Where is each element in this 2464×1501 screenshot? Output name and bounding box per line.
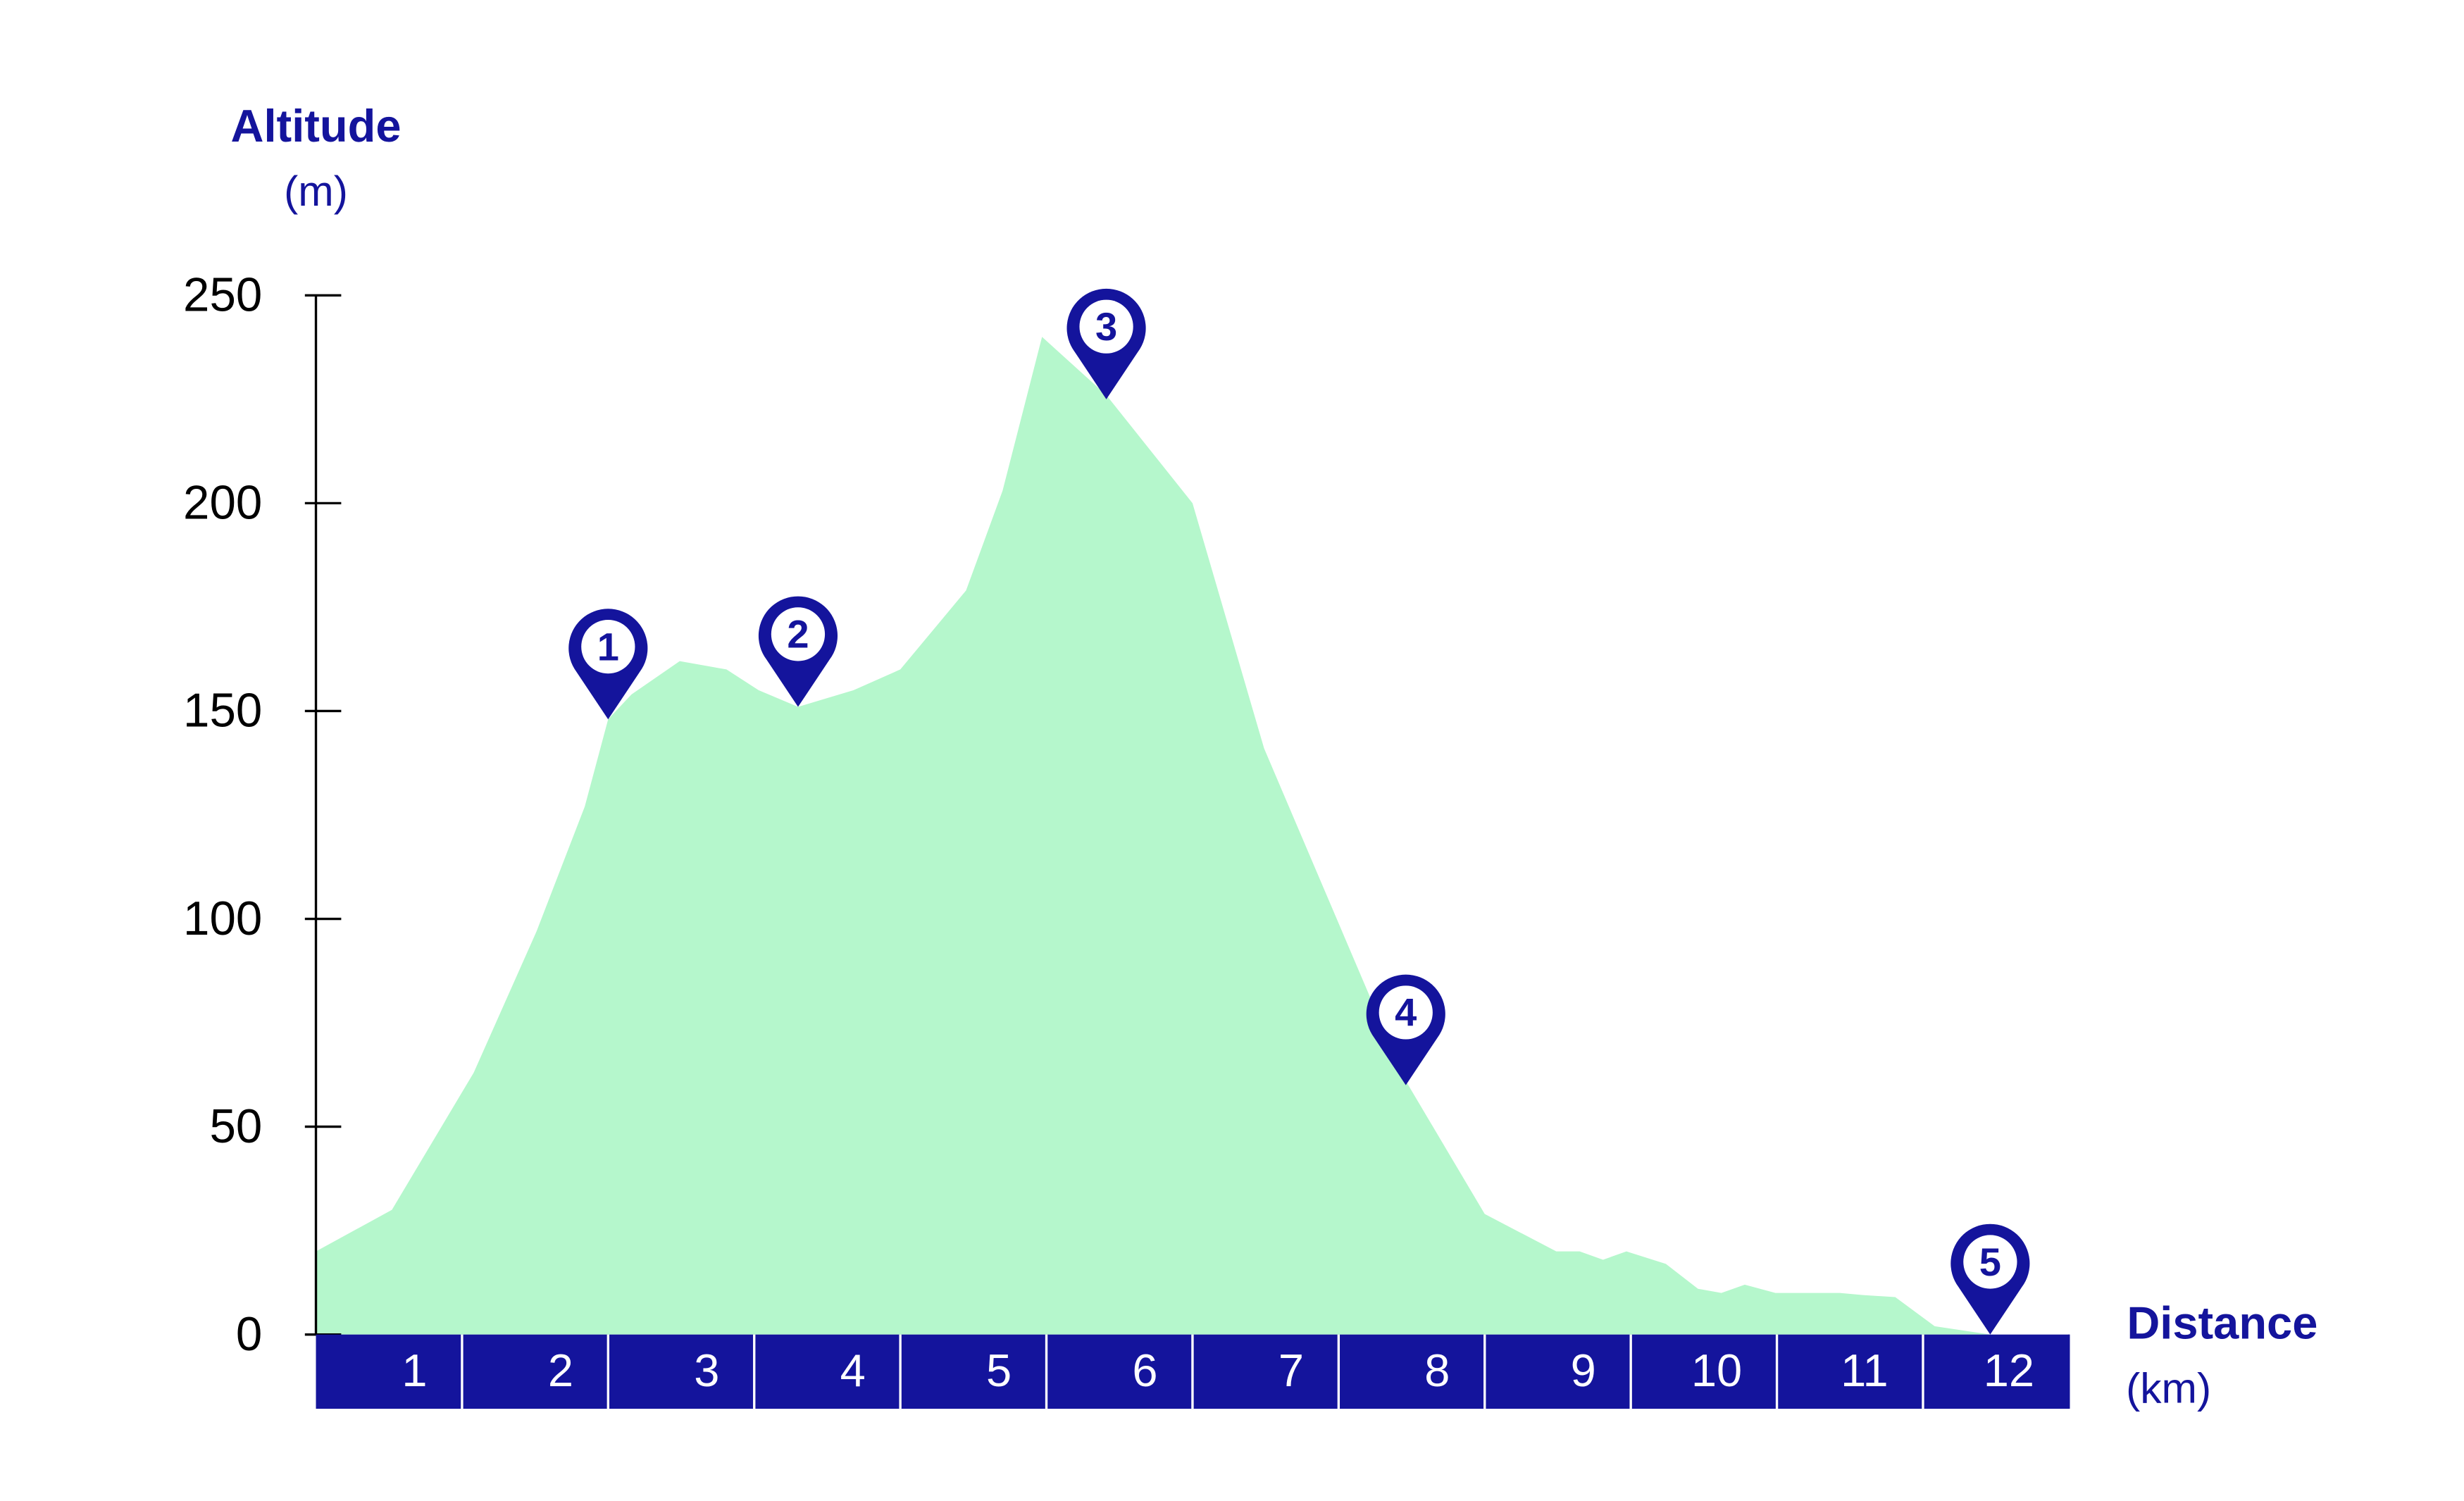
y-axis-unit: (m) [284, 167, 348, 215]
waypoint-pin: 5 [1950, 1223, 2030, 1335]
pin-inner [771, 607, 826, 661]
pin-label: 5 [1979, 1240, 2001, 1284]
waypoint-pin: 1 [568, 609, 648, 720]
y-tick-label: 250 [183, 269, 262, 322]
x-tick-label: 10 [1691, 1345, 1742, 1396]
x-tick-label: 2 [548, 1345, 573, 1396]
x-tick-label: 4 [840, 1345, 866, 1396]
waypoint-pin: 2 [758, 596, 838, 707]
x-tick-label: 3 [694, 1345, 719, 1396]
x-tick-label: 11 [1841, 1345, 1889, 1396]
x-axis-title: Distance [2127, 1297, 2317, 1349]
pin-label: 1 [597, 624, 619, 668]
pin-inner [1963, 1235, 2017, 1289]
pin-inner [1379, 985, 1433, 1040]
elevation-area [316, 337, 2070, 1335]
y-axis-title: Altitude [231, 100, 402, 151]
x-tick-label: 5 [986, 1345, 1012, 1396]
x-tick-label: 6 [1132, 1345, 1157, 1396]
x-tick-label: 12 [1984, 1345, 2034, 1396]
waypoint-pin: 4 [1366, 974, 1445, 1085]
pin-inner [581, 619, 635, 674]
x-tick-label: 1 [402, 1345, 427, 1396]
y-tick-label: 150 [183, 685, 262, 737]
y-tick-label: 100 [183, 892, 262, 945]
pin-inner [1079, 299, 1133, 354]
y-tick-label: 50 [209, 1100, 262, 1153]
pin-label: 2 [787, 612, 809, 656]
y-tick-label: 200 [183, 477, 262, 530]
x-tick-label: 7 [1278, 1345, 1304, 1396]
x-axis-unit: (km) [2126, 1364, 2211, 1412]
pin-label: 3 [1095, 304, 1117, 349]
x-tick-label: 8 [1424, 1345, 1450, 1396]
y-tick-label: 0 [236, 1308, 262, 1361]
pin-label: 4 [1395, 990, 1417, 1035]
x-tick-label: 9 [1571, 1345, 1596, 1396]
waypoint-pin: 3 [1066, 288, 1146, 399]
